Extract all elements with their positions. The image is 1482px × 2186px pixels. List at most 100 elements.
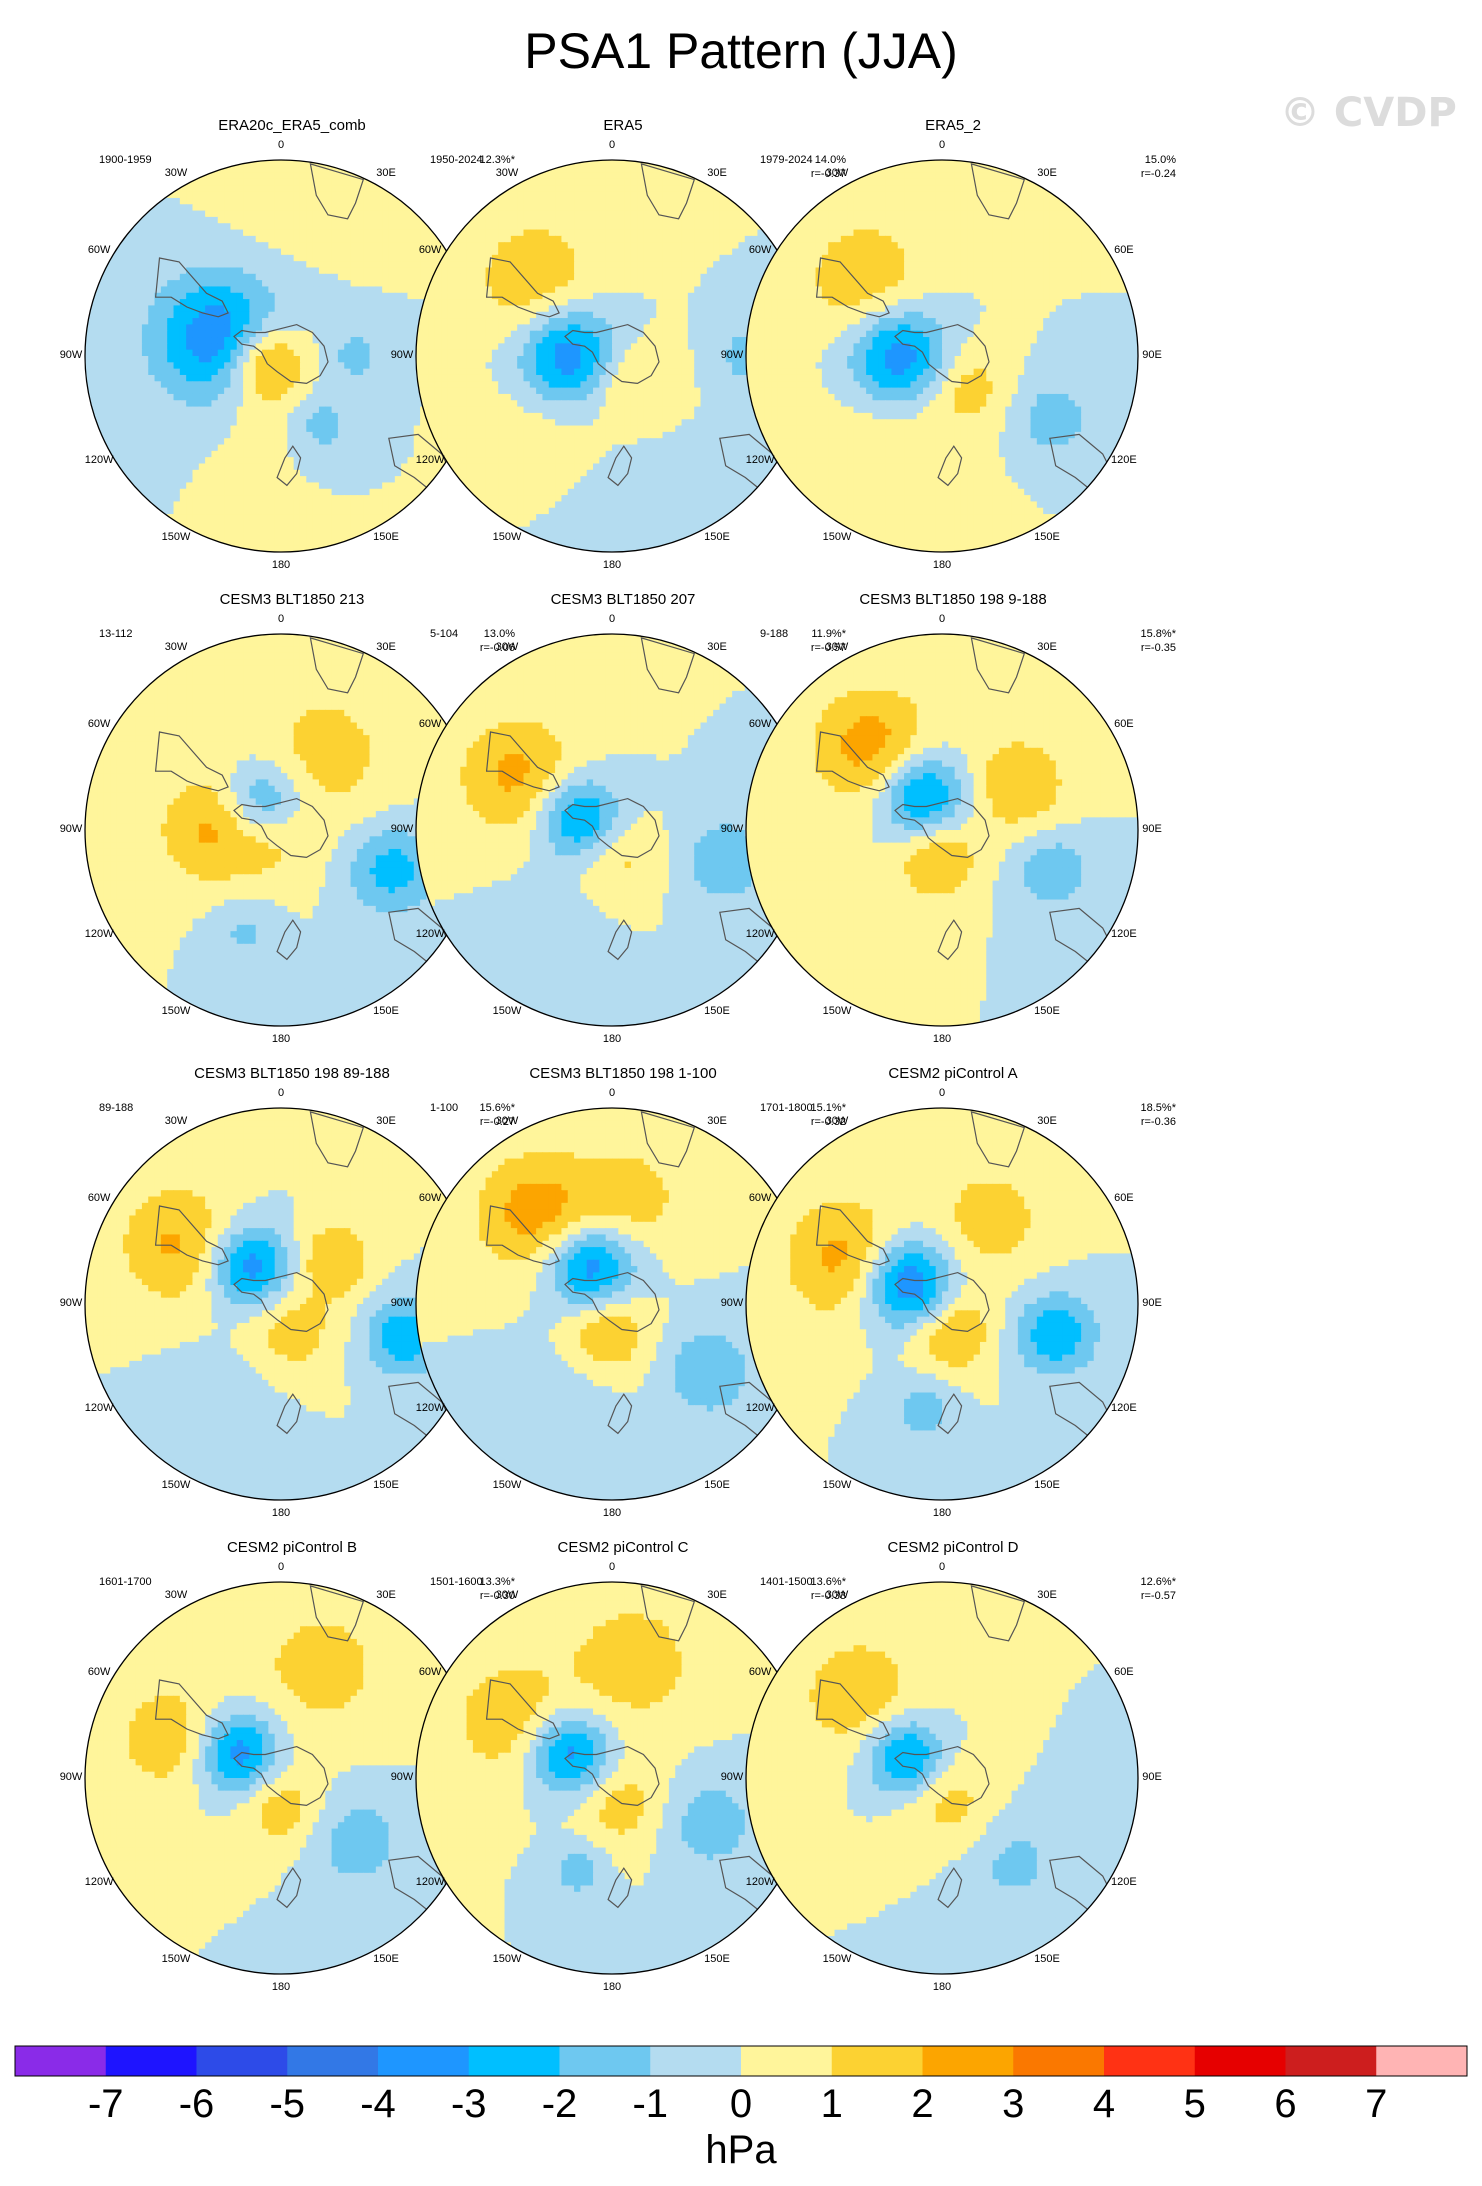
longitude-label: 180 [933, 1981, 951, 1993]
colorbar-tick-label: -4 [348, 2082, 408, 2127]
panel-correlation: r=-0.57 [1086, 1590, 1176, 1602]
longitude-label: 120W [85, 928, 114, 940]
colorbar-bin [559, 2046, 651, 2076]
longitude-label: 30E [1037, 1589, 1057, 1601]
coastline [233, 323, 329, 385]
longitude-label: 120W [85, 1876, 114, 1888]
longitude-label: 150W [162, 531, 191, 543]
coastline [564, 797, 660, 859]
panel-title: CESM3 BLT1850 198 9-188 [706, 591, 1200, 608]
map-panel: 030E60E90E120E150E180150W120W90W60W30WCE… [45, 1065, 539, 1542]
longitude-label: 30W [496, 641, 519, 653]
colorbar-tick-label: 1 [802, 2082, 862, 2127]
longitude-label: 60W [419, 244, 442, 256]
longitude-label: 180 [603, 1981, 621, 1993]
longitude-label: 180 [603, 559, 621, 571]
colorbar-bin [922, 2046, 1014, 2076]
map-panel: 030E60E90E120E150E180150W120W90W60W30WCE… [45, 1539, 539, 2016]
colorbar-tick-label: -6 [167, 2082, 227, 2127]
longitude-label: 120W [85, 454, 114, 466]
longitude-label: 0 [278, 1087, 284, 1099]
panel-variance-percent: 18.5%* [1086, 1102, 1176, 1114]
longitude-label: 30W [496, 1589, 519, 1601]
panel-title: CESM2 piControl A [706, 1065, 1200, 1082]
panel-correlation: r=-0.24 [1086, 168, 1176, 180]
longitude-label: 150W [162, 1953, 191, 1965]
longitude-label: 60W [749, 718, 772, 730]
longitude-label: 90W [391, 1771, 414, 1783]
panel-correlation: r=-0.35 [1086, 642, 1176, 654]
coastline [309, 637, 365, 694]
coastline [640, 1111, 696, 1168]
longitude-label: 30W [165, 1115, 188, 1127]
panel-variance-percent: 15.1%* [756, 1102, 846, 1114]
longitude-label: 30E [376, 641, 396, 653]
longitude-label: 150E [373, 1479, 399, 1491]
panel-period: 1601-1700 [99, 1576, 152, 1588]
longitude-label: 60W [88, 1666, 111, 1678]
longitude-label: 0 [609, 613, 615, 625]
longitude-label: 150E [704, 531, 730, 543]
longitude-label: 90W [721, 1771, 744, 1783]
coastline [233, 1271, 329, 1333]
longitude-label: 60W [419, 718, 442, 730]
coastline [815, 1205, 890, 1266]
longitude-label: 30W [826, 1589, 849, 1601]
panel-period: 1979-2024 [760, 154, 813, 166]
longitude-label: 180 [933, 1033, 951, 1045]
longitude-label: 150E [1034, 1479, 1060, 1491]
panel-title: CESM3 BLT1850 207 [376, 591, 870, 608]
colorbar-bin [650, 2046, 742, 2076]
colorbar-tick-label: 0 [711, 2082, 771, 2127]
longitude-label: 30E [707, 1115, 727, 1127]
coastline [640, 1585, 696, 1642]
contour-field [85, 160, 477, 552]
panel-period: 5-104 [430, 628, 458, 640]
panel-title: CESM3 BLT1850 213 [45, 591, 539, 608]
panel-variance-percent: 13.0% [425, 628, 515, 640]
coastline [485, 1205, 560, 1266]
coastline [937, 919, 963, 961]
longitude-label: 180 [603, 1507, 621, 1519]
coastline [894, 1745, 990, 1807]
coastline [815, 257, 890, 318]
coastline [607, 445, 633, 487]
colorbar-tick-label: -5 [257, 2082, 317, 2127]
panel-correlation: r=-0.37 [756, 168, 846, 180]
longitude-label: 150W [493, 1953, 522, 1965]
longitude-label: 90W [60, 1771, 83, 1783]
longitude-label: 30W [826, 167, 849, 179]
panel-period: 89-188 [99, 1102, 133, 1114]
panel-correlation: r=-0.57 [756, 642, 846, 654]
coastline [894, 323, 990, 385]
longitude-label: 30E [707, 641, 727, 653]
longitude-label: 120E [1111, 1402, 1137, 1414]
panel-variance-percent: 12.6%* [1086, 1576, 1176, 1588]
longitude-label: 30W [165, 167, 188, 179]
colorbar-tick-label: -7 [76, 2082, 136, 2127]
map-panel: 030E60E90E120E150E180150W120W90W60W30WCE… [376, 1065, 870, 1542]
longitude-label: 0 [609, 1087, 615, 1099]
panel-correlation: r=-0.32 [756, 1116, 846, 1128]
panel-period: 13-112 [99, 628, 132, 640]
longitude-label: 30W [826, 1115, 849, 1127]
longitude-label: 30W [165, 641, 188, 653]
coastline [154, 1205, 229, 1266]
longitude-label: 30W [496, 1115, 519, 1127]
longitude-label: 90W [391, 349, 414, 361]
panel-title: CESM2 piControl C [376, 1539, 870, 1556]
longitude-label: 30W [826, 641, 849, 653]
colorbar-unit: hPa [0, 2128, 1482, 2173]
longitude-label: 150W [162, 1479, 191, 1491]
longitude-label: 150W [823, 1953, 852, 1965]
longitude-label: 30E [376, 1589, 396, 1601]
map-boundary [745, 1581, 1139, 1975]
longitude-label: 90W [60, 349, 83, 361]
coastline [937, 1867, 963, 1909]
longitude-label: 120W [746, 454, 775, 466]
coastline [970, 637, 1026, 694]
longitude-label: 30W [165, 1589, 188, 1601]
